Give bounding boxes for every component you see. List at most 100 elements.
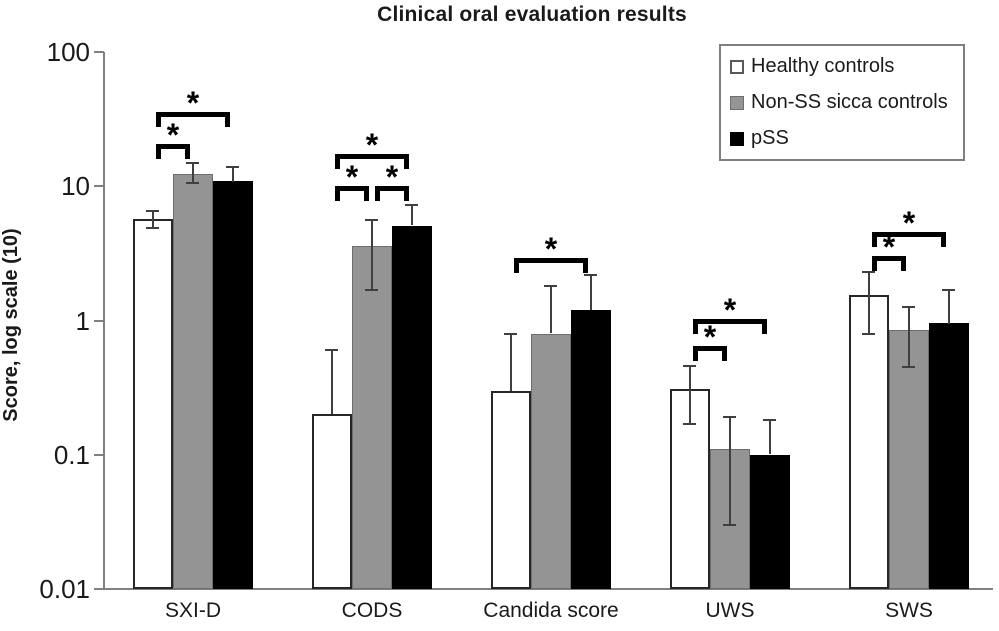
y-tick-label: 1 xyxy=(75,306,90,336)
significance-bracket-end xyxy=(185,144,190,159)
error-bar-cap-bottom xyxy=(683,423,696,425)
bar xyxy=(491,391,531,589)
significance-bracket-end xyxy=(693,319,698,334)
legend-label: Non-SS sicca controls xyxy=(751,91,948,113)
chart-title: Clinical oral evaluation results xyxy=(377,3,687,26)
error-bar-cap-top xyxy=(723,416,736,418)
error-bar-cap-top xyxy=(902,306,915,308)
error-bar-line xyxy=(371,220,373,290)
error-bar-cap-top xyxy=(226,166,239,168)
significance-bracket-end xyxy=(156,144,161,159)
error-bar-line xyxy=(769,420,771,454)
legend-swatch xyxy=(730,95,744,110)
legend: Healthy controls Non-SS sicca controls pSS xyxy=(719,44,965,161)
significance-star: * xyxy=(723,292,737,328)
significance-star: * xyxy=(703,319,717,355)
significance-star: * xyxy=(385,159,399,195)
y-tick-mark xyxy=(94,454,104,456)
significance-star: * xyxy=(902,205,916,241)
legend-item: pSS xyxy=(730,127,963,150)
error-bar-line xyxy=(908,307,910,367)
error-bar-line xyxy=(729,417,731,525)
error-bar-cap-bottom xyxy=(365,289,378,291)
significance-bracket-line xyxy=(375,186,409,191)
x-category-label: SWS xyxy=(885,599,933,622)
significance-star: * xyxy=(345,159,359,195)
error-bar-cap-bottom xyxy=(186,182,199,184)
error-bar-line xyxy=(152,211,154,227)
y-tick-label: 0.1 xyxy=(53,440,90,470)
bar xyxy=(531,334,571,589)
bar xyxy=(133,219,173,589)
error-bar-cap-top xyxy=(146,210,159,212)
bar xyxy=(213,181,253,589)
legend-label: Healthy controls xyxy=(751,55,895,77)
error-bar-cap-top xyxy=(504,333,517,335)
x-category-label: Candida score xyxy=(483,599,619,622)
error-bar-line xyxy=(868,272,870,334)
y-tick-label: 10 xyxy=(61,171,90,201)
significance-bracket-end xyxy=(404,186,409,201)
error-bar-line xyxy=(948,290,950,324)
error-bar-line xyxy=(510,334,512,391)
significance-star: * xyxy=(186,85,200,121)
x-axis-line xyxy=(103,588,993,590)
significance-star: * xyxy=(166,117,180,153)
error-bar-line xyxy=(550,286,552,333)
significance-bracket-end xyxy=(404,154,409,169)
significance-bracket-end xyxy=(872,232,877,247)
significance-bracket-line xyxy=(156,144,190,149)
significance-bracket-end xyxy=(583,258,588,273)
significance-bracket-end xyxy=(722,346,727,361)
y-axis-line xyxy=(103,52,105,590)
significance-bracket-end xyxy=(514,258,519,273)
legend-label: pSS xyxy=(751,127,789,149)
y-tick-mark xyxy=(94,588,104,590)
error-bar-cap-top xyxy=(584,274,597,276)
significance-bracket-end xyxy=(762,319,767,334)
significance-bracket-end xyxy=(225,112,230,127)
significance-bracket-line xyxy=(156,112,230,117)
error-bar-cap-top xyxy=(763,419,776,421)
significance-bracket-end xyxy=(901,256,906,271)
error-bar-cap-top xyxy=(683,365,696,367)
significance-star: * xyxy=(365,127,379,163)
x-category-label: SXI-D xyxy=(164,599,221,622)
bar xyxy=(352,246,392,589)
y-tick-mark xyxy=(94,51,104,53)
error-bar-cap-top xyxy=(405,204,418,206)
error-bar-line xyxy=(232,167,234,182)
error-bar-cap-top xyxy=(862,271,875,273)
error-bar-cap-bottom xyxy=(723,524,736,526)
error-bar-cap-bottom xyxy=(146,227,159,229)
y-tick-mark xyxy=(94,185,104,187)
significance-bracket-line xyxy=(693,346,727,351)
significance-bracket-end xyxy=(872,256,877,271)
significance-bracket-end xyxy=(693,346,698,361)
error-bar-cap-top xyxy=(186,162,199,164)
significance-star: * xyxy=(544,231,558,267)
error-bar-line xyxy=(411,205,413,225)
legend-item: Non-SS sicca controls xyxy=(730,91,963,114)
significance-bracket-line xyxy=(872,256,906,261)
significance-bracket-end xyxy=(335,154,340,169)
y-tick-label: 100 xyxy=(46,37,90,67)
bar xyxy=(750,455,790,589)
bar xyxy=(889,330,929,589)
legend-swatch xyxy=(730,59,744,74)
error-bar-line xyxy=(689,366,691,424)
significance-bracket-line xyxy=(335,154,409,159)
error-bar-line xyxy=(590,275,592,310)
bar xyxy=(849,295,889,589)
bar xyxy=(392,226,432,589)
error-bar-line xyxy=(192,163,194,182)
significance-star: * xyxy=(882,229,896,265)
legend-swatch xyxy=(730,131,744,146)
error-bar-cap-bottom xyxy=(902,366,915,368)
bar xyxy=(173,174,213,589)
legend-item: Healthy controls xyxy=(730,55,963,78)
error-bar-cap-top xyxy=(942,289,955,291)
error-bar-cap-top xyxy=(365,219,378,221)
y-tick-mark xyxy=(94,320,104,322)
